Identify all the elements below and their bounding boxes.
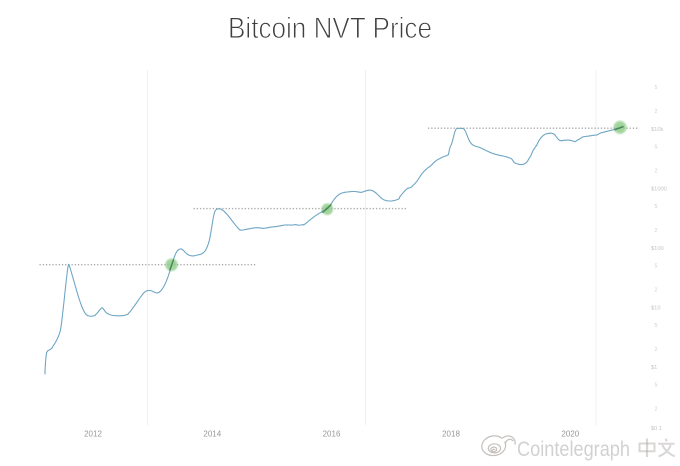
svg-text:$100: $100 <box>651 246 664 252</box>
svg-text:5: 5 <box>655 323 658 329</box>
svg-text:2: 2 <box>655 287 658 293</box>
svg-text:2016: 2016 <box>323 430 341 439</box>
svg-text:2: 2 <box>655 168 658 174</box>
svg-text:2018: 2018 <box>442 430 460 439</box>
svg-text:$1: $1 <box>651 365 657 371</box>
svg-text:$10k: $10k <box>651 127 663 133</box>
svg-text:Bitcoin NVT Price: Bitcoin NVT Price <box>228 12 432 45</box>
svg-text:$1000: $1000 <box>651 186 667 192</box>
svg-text:Cointelegraph: Cointelegraph <box>517 438 630 461</box>
svg-text:5: 5 <box>655 383 658 389</box>
svg-text:2: 2 <box>655 406 658 412</box>
svg-text:5: 5 <box>655 85 658 91</box>
svg-text:2: 2 <box>655 347 658 353</box>
svg-text:2: 2 <box>655 228 658 234</box>
svg-text:$10: $10 <box>651 305 661 311</box>
svg-text:2020: 2020 <box>561 430 579 439</box>
svg-text:2012: 2012 <box>84 430 102 439</box>
svg-text:2014: 2014 <box>203 430 221 439</box>
svg-text:5: 5 <box>655 264 658 270</box>
svg-text:2: 2 <box>655 109 658 115</box>
svg-text:5: 5 <box>655 145 658 151</box>
svg-text:5: 5 <box>655 204 658 210</box>
svg-text:$0.1: $0.1 <box>651 426 662 432</box>
